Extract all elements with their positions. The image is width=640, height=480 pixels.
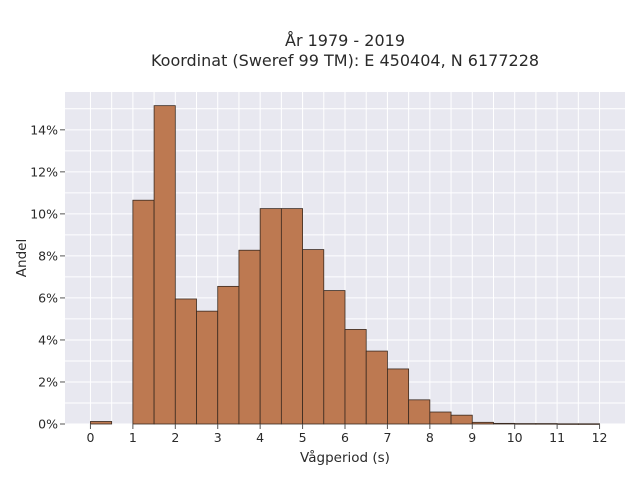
x-axis-ticks: 0 1 2 3 4 5 6 7 8 9 10 11 12: [86, 424, 607, 445]
histogram-bar: [471, 421, 494, 425]
histogram-bar: [344, 329, 367, 425]
histogram-bar: [429, 411, 452, 425]
bars: [90, 105, 600, 425]
histogram-bar: [153, 105, 176, 425]
x-tick-label: 1: [129, 430, 137, 445]
x-tick-label: 5: [299, 430, 307, 445]
histogram-bar: [238, 249, 261, 425]
y-tick-label: 4%: [38, 332, 58, 347]
histogram-bar: [493, 422, 516, 425]
x-tick-label: 10: [507, 430, 523, 445]
y-tick-label: 2%: [38, 374, 58, 389]
x-tick-label: 7: [383, 430, 391, 445]
y-axis-ticks: 0% 2% 4% 6% 8% 10% 12% 14%: [30, 122, 65, 432]
y-tick-label: 0%: [38, 417, 58, 432]
y-tick-label: 12%: [30, 164, 58, 179]
histogram-bar: [259, 208, 282, 425]
x-tick-label: 0: [86, 430, 94, 445]
x-tick-label: 2: [171, 430, 179, 445]
x-tick-label: 3: [214, 430, 222, 445]
histogram-bar: [556, 423, 579, 425]
x-tick-label: 6: [341, 430, 349, 445]
histogram-bar: [90, 421, 113, 425]
histogram-bar: [217, 285, 240, 425]
x-tick-label: 9: [468, 430, 476, 445]
y-tick-label: 14%: [30, 122, 58, 137]
histogram-bar: [323, 290, 346, 425]
x-axis-label: Vågperiod (s): [300, 449, 390, 466]
histogram-bar: [387, 368, 410, 425]
histogram-bar: [535, 423, 558, 425]
histogram-bar: [514, 423, 537, 425]
x-tick-label: 12: [592, 430, 608, 445]
y-tick-label: 10%: [30, 206, 58, 221]
histogram-bar: [450, 414, 473, 425]
chart-title-line-1: År 1979 - 2019: [285, 31, 405, 50]
x-tick-label: 8: [426, 430, 434, 445]
histogram-bar: [280, 208, 303, 425]
histogram-bar: [408, 399, 431, 425]
histogram-bar: [174, 298, 197, 425]
histogram-bar: [132, 199, 155, 425]
y-tick-label: 6%: [38, 290, 58, 305]
y-axis-label: Andel: [14, 239, 30, 277]
histogram-bar: [302, 249, 325, 425]
x-tick-label: 11: [549, 430, 565, 445]
histogram-bar: [577, 423, 600, 425]
x-tick-label: 4: [256, 430, 264, 445]
histogram-bar: [196, 310, 219, 425]
histogram-bar: [365, 350, 388, 425]
y-tick-label: 8%: [38, 248, 58, 263]
chart-title-line-2: Koordinat (Sweref 99 TM): E 450404, N 61…: [151, 51, 539, 70]
